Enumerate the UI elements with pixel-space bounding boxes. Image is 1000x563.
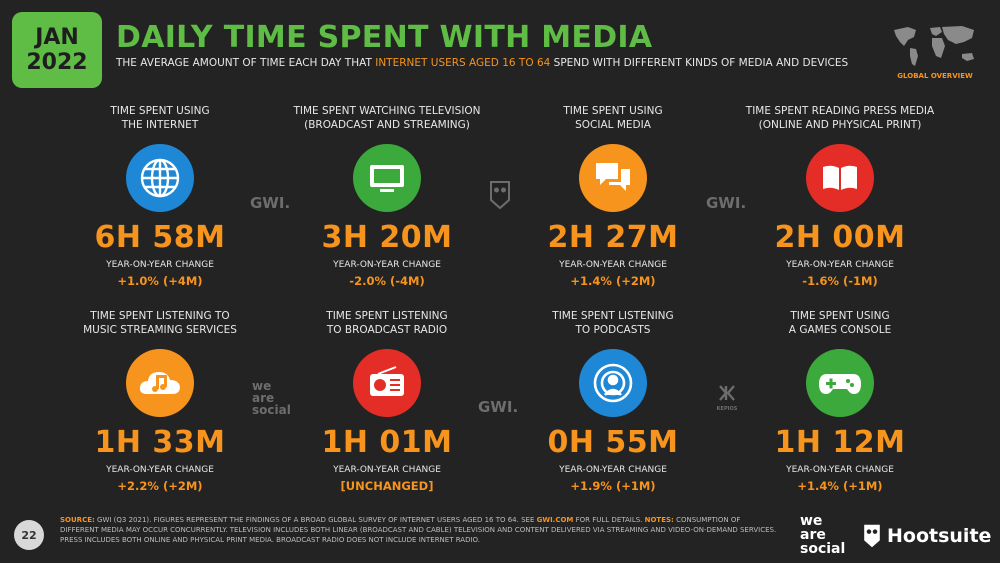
logo-line: are: [800, 527, 826, 543]
yoy-value: +1.4% (+1M): [797, 479, 883, 493]
book-icon: [806, 144, 874, 212]
stat-label: TIME SPENT LISTENING TO MUSIC STREAMING …: [83, 310, 237, 336]
badge-year: 2022: [26, 50, 88, 75]
yoy-value: +1.9% (+1M): [570, 479, 656, 493]
subtitle-highlight: INTERNET USERS AGED 16 TO 64: [375, 57, 551, 69]
hootsuite-owl-icon: [864, 524, 880, 548]
page-title: DAILY TIME SPENT WITH MEDIA: [116, 20, 653, 55]
stat-value: 1H 12M: [774, 425, 906, 460]
radio-icon: [353, 349, 421, 417]
yoy-label: YEAR-ON-YEAR CHANGE: [559, 260, 667, 270]
yoy-label: YEAR-ON-YEAR CHANGE: [333, 260, 441, 270]
date-badge: JAN 2022: [12, 12, 102, 88]
stat-label: TIME SPENT READING PRESS MEDIA (ONLINE A…: [745, 105, 935, 131]
yoy-value: +2.2% (+2M): [117, 479, 203, 493]
map-label: GLOBAL OVERVIEW: [897, 72, 973, 80]
yoy-value: +1.4% (+2M): [570, 274, 656, 288]
stat-value: 1H 01M: [321, 425, 453, 460]
source-text: GWI (Q3 2021). FIGURES REPRESENT THE FIN…: [94, 516, 537, 524]
gwi-watermark: GWI.: [250, 194, 291, 212]
page-subtitle: THE AVERAGE AMOUNT OF TIME EACH DAY THAT…: [116, 57, 848, 69]
stat-broadcast-radio: TIME SPENT LISTENING TO BROADCAST RADIO …: [282, 309, 492, 493]
hootsuite-logo: Hootsuite: [862, 523, 991, 549]
subtitle-text-end: SPEND WITH DIFFERENT KINDS OF MEDIA AND …: [550, 57, 849, 69]
stat-press-media: TIME SPENT READING PRESS MEDIA (ONLINE A…: [735, 104, 945, 288]
world-map-icon: [894, 26, 974, 66]
television-icon: [353, 144, 421, 212]
hootsuite-owl-watermark: [490, 181, 510, 210]
footer-source-notes: SOURCE: GWI (Q3 2021). FIGURES REPRESENT…: [60, 515, 780, 545]
gamepad-icon: [806, 349, 874, 417]
yoy-value: [UNCHANGED]: [340, 479, 434, 493]
yoy-value: +1.0% (+4M): [117, 274, 203, 288]
gwi-watermark: GWI.: [478, 398, 519, 416]
music-cloud-icon: [126, 349, 194, 417]
stat-label: TIME SPENT USING A GAMES CONSOLE: [788, 310, 892, 336]
stat-value: 0H 55M: [547, 425, 679, 460]
notes-text: CONSUMPTION OF DIFFERENT MEDIA MAY OCCUR…: [60, 516, 777, 544]
yoy-label: YEAR-ON-YEAR CHANGE: [786, 260, 894, 270]
source-text-end: FOR FULL DETAILS.: [573, 516, 645, 524]
logo-line: we: [800, 513, 823, 529]
yoy-value: -2.0% (-4M): [349, 274, 425, 288]
yoy-value: -1.6% (-1M): [802, 274, 878, 288]
stat-television: TIME SPENT WATCHING TELEVISION (BROADCAS…: [282, 104, 492, 288]
logo-line: social: [800, 541, 846, 557]
yoy-label: YEAR-ON-YEAR CHANGE: [106, 260, 214, 270]
chat-bubbles-icon: [579, 144, 647, 212]
stat-value: 1H 33M: [94, 425, 226, 460]
stat-value: 6H 58M: [94, 220, 226, 255]
notes-label: NOTES:: [644, 516, 674, 524]
kepios-label: KEPIOS: [716, 406, 738, 412]
stat-label: TIME SPENT LISTENING TO PODCASTS: [552, 310, 674, 336]
source-link[interactable]: GWI.COM: [536, 516, 574, 524]
stat-internet: TIME SPENT USING THE INTERNET 6H 58M YEA…: [55, 104, 265, 288]
stat-social-media: TIME SPENT USING SOCIAL MEDIA 2H 27M YEA…: [508, 104, 718, 288]
podcast-icon: [579, 349, 647, 417]
watermark-line: social: [252, 403, 291, 417]
stat-podcasts: TIME SPENT LISTENING TO PODCASTS 0H 55M …: [508, 309, 718, 493]
source-label: SOURCE:: [60, 516, 95, 524]
badge-month: JAN: [35, 25, 79, 50]
stat-label: TIME SPENT USING SOCIAL MEDIA: [563, 105, 663, 131]
stat-value: 3H 20M: [321, 220, 453, 255]
yoy-label: YEAR-ON-YEAR CHANGE: [106, 465, 214, 475]
yoy-label: YEAR-ON-YEAR CHANGE: [786, 465, 894, 475]
we-are-social-watermark: we are social: [252, 380, 291, 416]
watermark-line: are: [252, 391, 275, 405]
hootsuite-wordmark: Hootsuite: [887, 525, 992, 547]
globe-icon: [126, 144, 194, 212]
stat-label: TIME SPENT USING THE INTERNET: [110, 105, 210, 131]
stat-value: 2H 00M: [774, 220, 906, 255]
stat-label: TIME SPENT WATCHING TELEVISION (BROADCAS…: [293, 105, 481, 131]
stat-games-console: TIME SPENT USING A GAMES CONSOLE 1H 12M …: [735, 309, 945, 493]
page-number: 22: [14, 520, 44, 550]
subtitle-text-start: THE AVERAGE AMOUNT OF TIME EACH DAY THAT: [116, 57, 376, 69]
stat-music-streaming: TIME SPENT LISTENING TO MUSIC STREAMING …: [55, 309, 265, 493]
we-are-social-logo: we are social: [800, 514, 845, 556]
watermark-line: we: [252, 379, 272, 393]
yoy-label: YEAR-ON-YEAR CHANGE: [559, 465, 667, 475]
kepios-watermark: KEPIOS: [712, 384, 742, 412]
kepios-icon: [719, 385, 735, 401]
stat-value: 2H 27M: [547, 220, 679, 255]
gwi-watermark: GWI.: [706, 194, 747, 212]
yoy-label: YEAR-ON-YEAR CHANGE: [333, 465, 441, 475]
stat-label: TIME SPENT LISTENING TO BROADCAST RADIO: [326, 310, 448, 336]
